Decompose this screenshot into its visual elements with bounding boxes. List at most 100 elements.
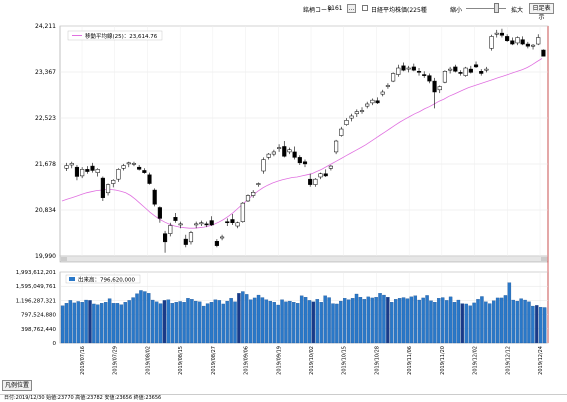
volume-bar <box>378 293 382 344</box>
volume-bar <box>499 297 504 344</box>
volume-bar <box>323 295 327 344</box>
volume-bar <box>100 303 104 344</box>
price-tick-label: 24,211 <box>35 23 56 30</box>
volume-bar <box>272 302 276 344</box>
nikkei-checkbox-label: 日経平均株価(225種 <box>371 7 427 14</box>
volume-bar <box>331 303 335 344</box>
candle-body <box>157 207 162 219</box>
candle-body <box>178 223 183 226</box>
volume-tick-label: 1,595,049,761 <box>16 284 56 290</box>
volume-bar <box>233 301 237 344</box>
code-lookup-button[interactable]: ... <box>347 4 356 13</box>
candle-body <box>406 67 411 70</box>
candle-body <box>230 219 235 224</box>
candle <box>225 218 230 227</box>
candle-body <box>354 111 359 115</box>
candle <box>199 220 204 227</box>
candle-body <box>328 165 333 169</box>
candle <box>209 216 214 227</box>
legend-position-button[interactable]: 凡例位置 <box>2 380 32 391</box>
volume-bar <box>303 297 308 344</box>
candle-body <box>235 222 240 227</box>
volume-bar <box>96 304 100 344</box>
volume-bar <box>174 302 178 344</box>
candle-body <box>499 32 505 36</box>
volume-tick-label: 0 <box>53 341 57 347</box>
candle-body <box>318 173 323 178</box>
date-tick-label: 2019/10/15 <box>342 346 348 375</box>
candle <box>287 147 292 155</box>
volume-bar <box>393 299 398 344</box>
volume-bar <box>268 300 272 344</box>
volume-legend-label: 出来高：796,620,000 <box>78 275 135 283</box>
volume-bar <box>72 302 77 344</box>
volume-bar <box>296 303 300 344</box>
volume-bar <box>437 298 441 344</box>
candle <box>230 214 235 225</box>
code-input[interactable]: 8161 <box>327 5 343 12</box>
date-tick-label: 2019/12/24 <box>538 346 544 375</box>
volume-bar <box>194 300 198 344</box>
volume-bar <box>276 304 280 344</box>
candle-body <box>525 43 530 47</box>
candle-body <box>152 189 157 205</box>
candle <box>157 206 162 223</box>
zoom-slider[interactable] <box>466 8 506 9</box>
candle-body <box>515 37 520 44</box>
volume-bar <box>237 293 241 344</box>
candle <box>484 66 489 73</box>
volume-bar <box>413 295 418 344</box>
volume-bar <box>327 297 331 344</box>
candle-body <box>375 100 380 104</box>
status-bar: 日付:2019/12/30 始値:23770 高値:23782 安値:23656… <box>0 394 567 402</box>
candle-body <box>334 140 339 153</box>
ma-legend-label: 移動平均線(25)：23,614.76 <box>85 32 158 40</box>
volume-bar <box>68 300 73 344</box>
volume-legend-swatch <box>69 277 75 281</box>
nikkei-checkbox[interactable] <box>362 5 368 11</box>
volume-bar <box>178 301 182 344</box>
volume-bar <box>503 295 508 344</box>
volume-bar <box>527 301 531 344</box>
candle-body <box>416 71 422 73</box>
volume-bar <box>139 290 143 344</box>
volume-bar <box>241 291 245 344</box>
candle <box>422 71 427 78</box>
candle-body <box>199 222 204 225</box>
volume-bar <box>444 300 449 344</box>
candle-body <box>541 49 546 57</box>
volume-bar <box>280 299 284 344</box>
volume-bar <box>311 301 316 344</box>
volume-bar <box>131 297 135 344</box>
date-tick-label: 2019/12/02 <box>473 346 479 375</box>
volume-bar <box>350 298 355 344</box>
candle-body <box>427 75 432 82</box>
volume-bar <box>409 296 414 344</box>
candle-body <box>463 67 468 76</box>
toolbar: 銘柄コード 8161 ... 日経平均株価(225種 縮小 拡大 日足表示 <box>0 0 567 21</box>
candle <box>349 113 354 122</box>
candle <box>64 162 69 171</box>
volume-bar <box>158 303 163 344</box>
date-tick-label: 2019/08/27 <box>211 346 217 375</box>
candle <box>406 65 411 73</box>
candle-body <box>245 195 251 202</box>
daily-view-button[interactable]: 日足表示 <box>529 3 554 21</box>
volume-bar <box>107 298 112 344</box>
volume-bar <box>170 303 175 344</box>
volume-bar <box>452 302 457 344</box>
volume-bar <box>464 303 468 344</box>
candle <box>318 172 323 180</box>
candle-body <box>64 165 69 169</box>
candle-body <box>401 65 406 71</box>
volume-bar <box>354 293 359 344</box>
candle-body <box>437 86 442 91</box>
price-tick-label: 19,990 <box>35 253 56 260</box>
candle <box>137 165 142 171</box>
volume-bar <box>80 302 84 344</box>
candle <box>411 63 416 72</box>
candle-body <box>209 220 214 226</box>
candle-body <box>530 44 536 47</box>
volume-bar <box>182 302 186 344</box>
zoom-slider-handle[interactable] <box>494 3 499 13</box>
